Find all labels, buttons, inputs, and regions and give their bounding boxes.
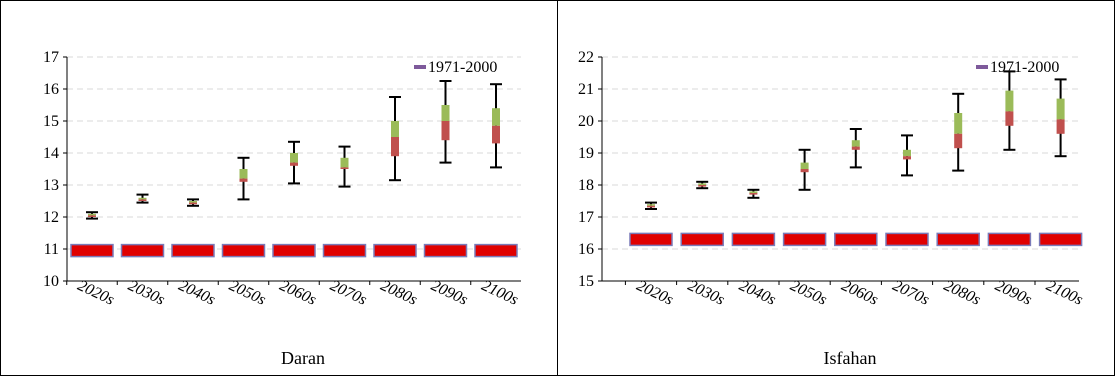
box-lower: [698, 185, 707, 187]
baseline-bar: [834, 232, 878, 247]
baseline-bar: [221, 243, 266, 258]
y-tick-label: 15: [43, 113, 59, 130]
x-tick-label: 2080s: [941, 277, 983, 309]
box-upper: [239, 169, 248, 179]
box-lower: [800, 169, 809, 173]
chart-title: Isfahan: [824, 348, 877, 368]
box-upper: [391, 121, 399, 137]
x-tick-label: 2070s: [890, 277, 932, 309]
box-lower: [492, 125, 500, 144]
baseline-bar: [936, 232, 980, 247]
x-tick-label: 2040s: [176, 277, 218, 309]
y-tick-label: 22: [578, 49, 594, 66]
y-tick-label: 17: [43, 49, 59, 66]
daran-chart: 10 11 12 13 14 15 16 17 2020s 2030s 2040s 2050s 2060…: [43, 49, 521, 368]
y-tick-label: 19: [578, 145, 594, 162]
box-upper: [647, 204, 655, 206]
box-lower: [1005, 111, 1014, 126]
box-lower: [441, 121, 450, 141]
x-tick-label: 2030s: [685, 277, 727, 309]
x-tick-label: 2100s: [1044, 277, 1086, 309]
baseline-bar: [322, 243, 367, 258]
box-upper: [698, 183, 707, 185]
box-lower: [391, 137, 399, 157]
y-tick-label: 14: [43, 145, 59, 162]
y-tick-label: 17: [578, 209, 594, 226]
x-tick-label: 2090s: [428, 277, 470, 309]
box-lower: [340, 167, 349, 169]
box-upper: [800, 162, 809, 169]
y-tick-label: 15: [578, 273, 594, 290]
box-upper: [290, 153, 298, 163]
x-tick-label: 2040s: [736, 277, 778, 309]
y-tick-label: 13: [43, 177, 59, 194]
baseline-bar: [423, 243, 468, 258]
box-lower: [749, 193, 758, 195]
box-lower: [290, 162, 298, 166]
legend-marker: [976, 65, 988, 69]
box-upper: [1056, 98, 1065, 120]
box-upper: [189, 201, 197, 203]
y-tick-label: 10: [43, 273, 59, 290]
box-lower: [88, 215, 96, 217]
box-upper: [138, 197, 147, 200]
box-upper: [441, 105, 450, 121]
legend-label: 1971-2000: [428, 59, 497, 76]
y-tick-label: 21: [578, 81, 594, 98]
box-lower: [239, 178, 248, 182]
y-tick-label: 12: [43, 209, 59, 226]
isfahan-chart-panel: 15 16 17 18 19 20 21 22 2020s 2030s 2040s 2050s 2060…: [557, 0, 1115, 376]
legend-label: 1971-2000: [990, 59, 1059, 76]
baseline-bar: [272, 243, 316, 258]
x-tick-label: 2060s: [839, 277, 881, 309]
daran-chart-panel: 10 11 12 13 14 15 16 17 2020s 2030s 2040s 2050s 2060…: [0, 0, 558, 376]
box-lower: [954, 133, 963, 149]
legend-marker: [414, 65, 426, 69]
y-tick-label: 20: [578, 113, 594, 130]
baseline-bar: [731, 232, 776, 247]
baseline-bar: [70, 243, 114, 258]
x-tick-label: 2020s: [75, 277, 117, 309]
x-tick-label: 2030s: [125, 277, 167, 309]
x-tick-label: 2100s: [479, 277, 521, 309]
baseline-bar: [987, 232, 1032, 247]
y-tick-label: 18: [578, 177, 594, 194]
baseline-bar: [120, 243, 165, 258]
x-tick-label: 2080s: [378, 277, 420, 309]
y-tick-label: 11: [44, 241, 59, 258]
isfahan-chart: 15 16 17 18 19 20 21 22 2020s 2030s 2040s 2050s 2060…: [578, 49, 1086, 368]
baseline-bar: [474, 243, 518, 258]
baseline-bar: [373, 243, 417, 258]
x-tick-label: 2070s: [327, 277, 369, 309]
box-upper: [749, 191, 758, 193]
box-upper: [492, 108, 500, 126]
x-tick-label: 2090s: [992, 277, 1034, 309]
x-tick-label: 2020s: [634, 277, 676, 309]
box-upper: [1005, 90, 1014, 112]
x-tick-label: 2060s: [277, 277, 319, 309]
baseline-bar: [885, 232, 929, 247]
chart-title: Daran: [281, 348, 325, 368]
baseline-bar: [1038, 232, 1083, 247]
baseline-bar: [782, 232, 827, 247]
box-upper: [340, 157, 349, 168]
box-lower: [1056, 119, 1065, 134]
x-tick-label: 2050s: [788, 277, 830, 309]
box-upper: [88, 213, 96, 216]
baseline-bar: [171, 243, 215, 258]
y-tick-label: 16: [578, 241, 594, 258]
box-lower: [851, 146, 860, 150]
box-lower: [647, 205, 655, 208]
x-tick-label: 2050s: [226, 277, 268, 309]
baseline-bar: [680, 232, 724, 247]
box-lower: [903, 156, 911, 160]
box-lower: [138, 199, 147, 201]
y-tick-label: 16: [43, 81, 59, 98]
box-upper: [903, 149, 911, 157]
box-lower: [189, 202, 197, 205]
box-upper: [851, 140, 860, 147]
box-upper: [954, 113, 963, 134]
baseline-bar: [629, 232, 673, 247]
